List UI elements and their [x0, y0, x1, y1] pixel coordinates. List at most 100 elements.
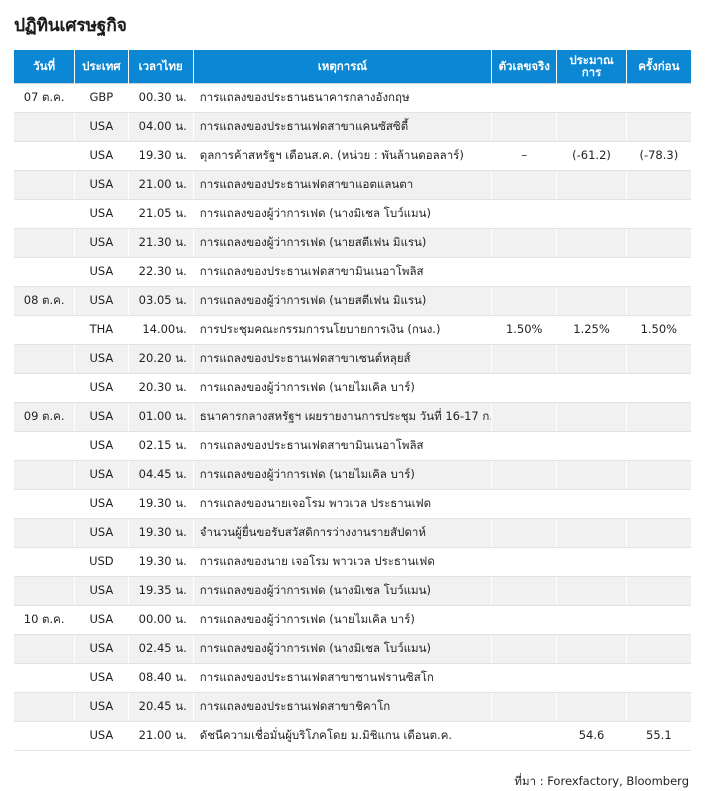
cell-forecast [556, 692, 627, 722]
cell-previous [625, 547, 691, 577]
column-header-forecast: ประมาณการ [556, 49, 627, 84]
cell-actual [491, 112, 557, 142]
cell-time: 04.45 น. [127, 460, 194, 490]
cell-previous [625, 228, 691, 258]
cell-forecast: 1.25% [556, 315, 627, 345]
cell-previous: 1.50% [625, 315, 691, 345]
cell-country: USD [74, 547, 128, 577]
cell-country: USA [74, 604, 128, 635]
cell-previous [625, 518, 691, 548]
table-row: USA 21.00 น. การแถลงของประธานเฟดสาขาแอตแลน… [14, 170, 691, 200]
cell-date [14, 663, 75, 693]
cell-time: 19.30 น. [127, 489, 194, 519]
table-row: USA 04.00 น. การแถลงของประธานเฟดสาขาแคนซัส… [14, 112, 691, 142]
cell-time: 19.35 น. [127, 576, 194, 606]
cell-country: USA [74, 692, 128, 722]
table-row: THA 14.00น. การประชุมคณะกรรมการนโยบายการเง… [14, 315, 691, 345]
cell-time: 22.30 น. [127, 257, 194, 287]
cell-previous [625, 373, 691, 403]
page-title: ปฏิทินเศรษฐกิจ [14, 16, 127, 36]
cell-actual [491, 257, 557, 287]
cell-date [14, 692, 75, 722]
column-header-previous: ครั้งก่อน [625, 49, 691, 84]
cell-event: การแถลงของประธานเฟดสาขาแอตแลนตา [192, 170, 492, 200]
cell-event: ดัชนีความเชื่อมั่นผู้บริโภคโดย ม.มิชิแกน… [192, 721, 492, 751]
table-row: USA 02.15 น. การแถลงของประธานเฟดสาขามินเนอ… [14, 431, 691, 461]
cell-event: การแถลงของประธานเฟดสาขาแคนซัสซิตี้ [192, 112, 492, 142]
cell-time: 03.05 น. [127, 285, 194, 316]
cell-forecast [556, 199, 627, 229]
cell-actual [491, 170, 557, 200]
cell-date [14, 721, 75, 751]
cell-event: การแถลงของผู้ว่าการเฟด (นางมิเชล โบว์แมน… [192, 634, 492, 664]
cell-country: USA [74, 199, 128, 229]
cell-country: USA [74, 576, 128, 606]
cell-forecast [556, 170, 627, 200]
cell-country: USA [74, 634, 128, 664]
cell-actual [491, 663, 557, 693]
cell-event: การแถลงของประธานเฟดสาขามินเนอาโพลิส [192, 431, 492, 461]
cell-previous [625, 285, 691, 316]
table-row: USA 20.45 น. การแถลงของประธานเฟดสาขาชิคาโก [14, 692, 691, 722]
cell-actual [491, 634, 557, 664]
table-row: USA 19.30 น. ดุลการค้าสหรัฐฯ เดือนส.ค. (หน… [14, 141, 691, 171]
cell-forecast [556, 373, 627, 403]
cell-event: การแถลงของนาย เจอโรม พาวเวล ประธานเฟด [192, 547, 492, 577]
cell-event: การแถลงของประธานเฟดสาขาเซนต์หลุยส์ [192, 344, 492, 374]
cell-previous [625, 199, 691, 229]
cell-forecast [556, 285, 627, 316]
cell-date [14, 373, 75, 403]
table-row: USA 02.45 น. การแถลงของผู้ว่าการเฟด (นางมิ… [14, 634, 691, 664]
cell-actual: – [491, 141, 557, 171]
cell-date [14, 547, 75, 577]
cell-event: การแถลงของผู้ว่าการเฟด (นายไมเคิล บาร์) [192, 604, 492, 635]
cell-previous [625, 431, 691, 461]
cell-time: 21.30 น. [127, 228, 194, 258]
cell-actual [491, 199, 557, 229]
cell-forecast [556, 518, 627, 548]
cell-forecast [556, 257, 627, 287]
cell-event: การแถลงของประธานเฟดสาขามินเนอาโพลิส [192, 257, 492, 287]
cell-date [14, 576, 75, 606]
cell-actual [491, 460, 557, 490]
cell-time: 20.20 น. [127, 344, 194, 374]
cell-actual [491, 373, 557, 403]
cell-country: USA [74, 431, 128, 461]
table-row: USA 19.30 น. จำนวนผู้ยื่นขอรับสวัสดิการว่า… [14, 518, 691, 548]
cell-event: การประชุมคณะกรรมการนโยบายการเงิน (กนง.) [192, 315, 492, 345]
cell-country: USA [74, 663, 128, 693]
table-row: 09 ต.ค. USA 01.00 น. ธนาคารกลางสหรัฐฯ เผยรา… [14, 401, 691, 432]
cell-date [14, 431, 75, 461]
column-header-date: วันที่ [14, 49, 76, 84]
cell-event: การแถลงของผู้ว่าการเฟด (นางมิเชล โบว์แมน… [192, 576, 492, 606]
cell-forecast: (-61.2) [556, 141, 627, 171]
cell-previous [625, 634, 691, 664]
table-header-row: วันที่ ประเทศ เวลาไทย เหตุการณ์ ตัวเลขจร… [14, 49, 691, 84]
cell-country: USA [74, 112, 128, 142]
cell-date [14, 518, 75, 548]
cell-actual [491, 401, 557, 432]
table-row: 10 ต.ค. USA 00.00 น. การแถลงของผู้ว่าการเฟด… [14, 604, 691, 635]
cell-date [14, 257, 75, 287]
cell-country: USA [74, 285, 128, 316]
cell-forecast [556, 634, 627, 664]
table-row: USA 19.30 น. การแถลงของนายเจอโรม พาวเวล ปร… [14, 489, 691, 519]
cell-previous [625, 344, 691, 374]
cell-previous [625, 576, 691, 606]
cell-date [14, 344, 75, 374]
cell-event: การแถลงของประธานเฟดสาขาชิคาโก [192, 692, 492, 722]
cell-previous [625, 604, 691, 635]
cell-actual [491, 547, 557, 577]
cell-time: 00.00 น. [127, 604, 194, 635]
cell-date [14, 112, 75, 142]
cell-event: ดุลการค้าสหรัฐฯ เดือนส.ค. (หน่วย : พันล้… [192, 141, 492, 171]
cell-date: 10 ต.ค. [14, 604, 75, 635]
cell-event: การแถลงของประธานเฟดสาขาซานฟรานซิสโก [192, 663, 492, 693]
cell-actual [491, 489, 557, 519]
cell-date [14, 460, 75, 490]
table-row: 07 ต.ค. GBP 00.30 น. การแถลงของประธานธนาคาร… [14, 82, 691, 113]
cell-forecast [556, 228, 627, 258]
cell-time: 21.00 น. [127, 170, 194, 200]
cell-country: USA [74, 489, 128, 519]
table-row: 08 ต.ค. USA 03.05 น. การแถลงของผู้ว่าการเฟด… [14, 285, 691, 316]
